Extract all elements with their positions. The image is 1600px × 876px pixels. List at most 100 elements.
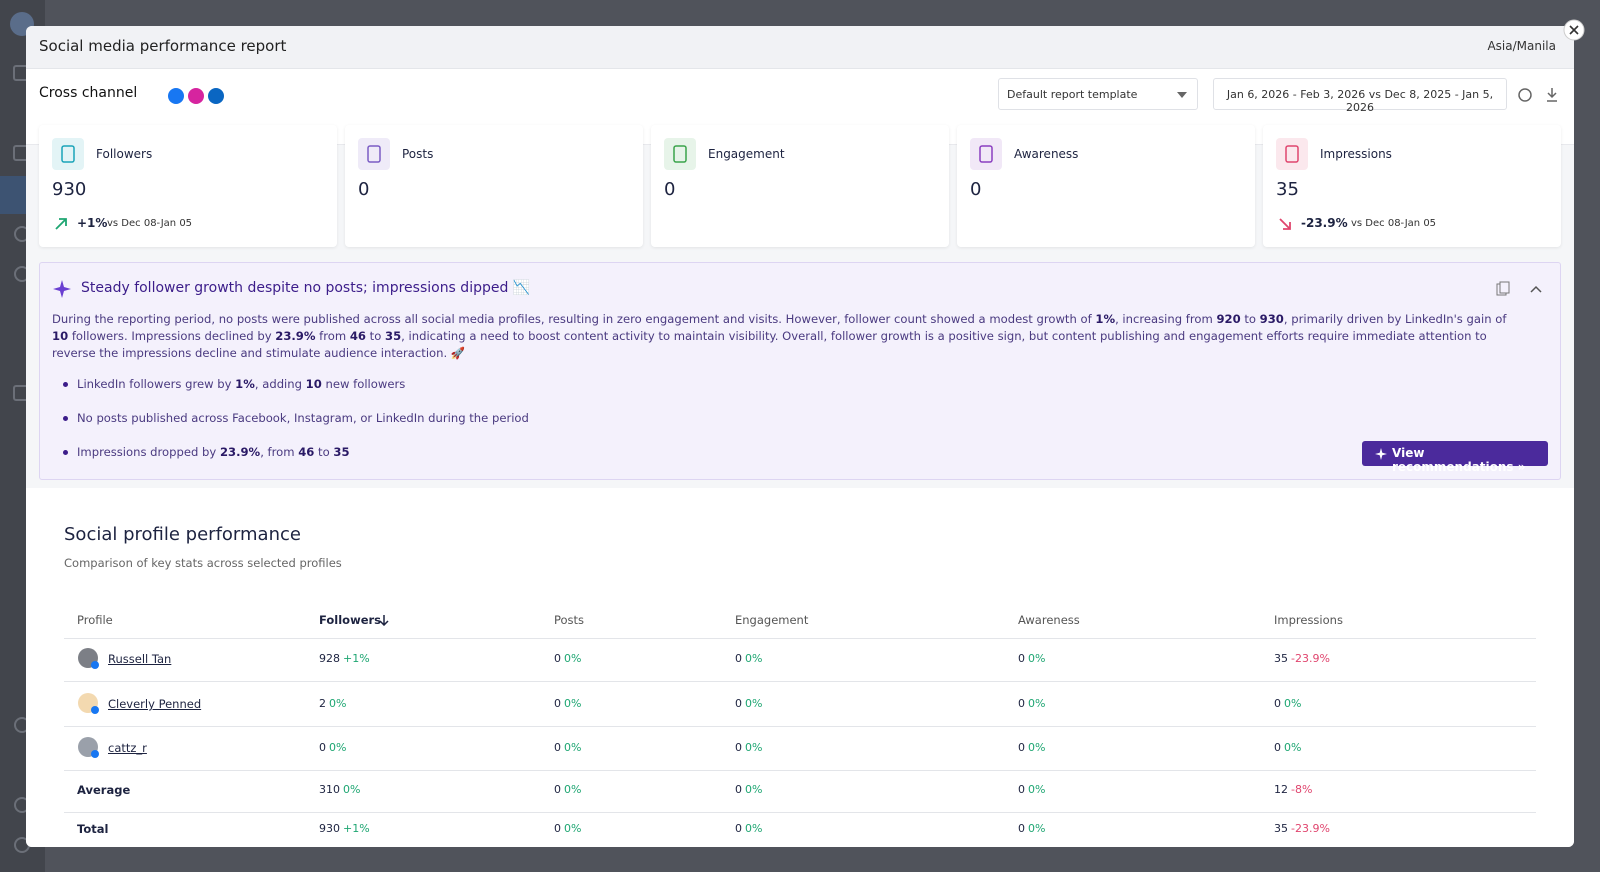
- report-title: Social media performance report: [39, 37, 287, 55]
- cell-value: 0: [554, 783, 561, 796]
- icon-shape: [673, 145, 687, 163]
- metric-value: 35: [1276, 179, 1299, 200]
- channel-select[interactable]: Cross channel: [39, 85, 138, 101]
- date-range[interactable]: Jan 6, 2026 - Feb 3, 2026 vs Dec 8, 2025…: [1213, 78, 1507, 114]
- icon-shape: [52, 138, 84, 170]
- icon-shape: [358, 138, 390, 170]
- ai-summary: Steady follower growth despite no posts;…: [39, 262, 1561, 480]
- metric-icon: [52, 138, 84, 170]
- bold-text: 35: [385, 329, 402, 343]
- cell-value: 0: [1018, 741, 1025, 754]
- table-cell: 2 0%: [319, 697, 346, 710]
- row-rule: [64, 812, 1536, 813]
- cell-value: 35: [1274, 822, 1288, 835]
- cell-change: 0%: [329, 741, 347, 754]
- cell-value: 0: [735, 697, 742, 710]
- bold-text: 35: [333, 445, 350, 459]
- metric-value: 930: [52, 179, 87, 200]
- cell-value: 0: [1018, 697, 1025, 710]
- metric-label: Posts: [402, 147, 434, 161]
- table-cell: 0 0%: [554, 822, 581, 835]
- cell-change: 0%: [745, 741, 763, 754]
- cell-change: 0%: [1028, 652, 1046, 665]
- bold-text: 1%: [235, 377, 255, 391]
- cell-change: 0%: [745, 697, 763, 710]
- cell-value: 0: [1018, 783, 1025, 796]
- summary-bullet: No posts published across Facebook, Inst…: [63, 411, 529, 425]
- summary-actions[interactable]: [1495, 281, 1549, 297]
- cell-change: 0%: [745, 822, 763, 835]
- icon-shape: [91, 706, 99, 714]
- bold-text: 23.9%: [219, 445, 261, 459]
- metric-card: Followers 930 +1% vs Dec 08-Jan 05: [39, 125, 337, 247]
- text: from: [315, 329, 350, 343]
- profile-link[interactable]: cattz_r: [108, 741, 147, 755]
- profile-link[interactable]: Russell Tan: [108, 652, 172, 666]
- metric-icon: [970, 138, 1002, 170]
- bold-text: 10: [52, 329, 69, 343]
- cell-value: 928: [319, 652, 340, 665]
- icon-shape: [91, 750, 99, 758]
- icon-shape: [1276, 138, 1308, 170]
- text: , from: [260, 445, 299, 459]
- bold-text: 46: [298, 445, 315, 459]
- table-title: Social profile performance: [64, 524, 301, 545]
- column-header[interactable]: Impressions: [1274, 613, 1343, 627]
- icon-shape: [979, 145, 993, 163]
- metric-label: Impressions: [1320, 147, 1392, 161]
- metric-comparison: vs Dec 08-Jan 05: [1351, 218, 1437, 229]
- icon-shape: [61, 145, 75, 163]
- table-section: Social profile performance Comparison of …: [26, 488, 1574, 847]
- table-cell: 0 0%: [1018, 741, 1045, 754]
- profile-link[interactable]: Cleverly Penned: [108, 697, 202, 711]
- report-modal: Social media performance report Asia/Mani…: [26, 26, 1574, 847]
- cell-change: 0%: [564, 741, 582, 754]
- close-button[interactable]: [1563, 19, 1585, 41]
- cell-value: 12: [1274, 783, 1288, 796]
- button-label: View recommendations »: [1392, 446, 1526, 474]
- icon-shape: [367, 145, 381, 163]
- cell-change: 0%: [1028, 822, 1046, 835]
- icon-shape: [1375, 448, 1387, 460]
- header-rule: [64, 638, 1536, 639]
- metric-change: -23.9%: [1301, 216, 1348, 230]
- column-header[interactable]: Followers: [319, 613, 382, 627]
- table-cell: 0 0%: [1274, 697, 1301, 710]
- bold-text: 920: [1216, 312, 1241, 326]
- sparkle-icon: [1375, 448, 1387, 460]
- cell-change: 0%: [745, 783, 763, 796]
- table-cell: 0 0%: [735, 652, 762, 665]
- column-header[interactable]: Posts: [554, 613, 585, 627]
- bullet-dot: [63, 450, 68, 455]
- text: new followers: [321, 377, 406, 391]
- cell-change: -23.9%: [1291, 822, 1330, 835]
- table-cell: 0 0%: [1018, 822, 1045, 835]
- view-recommendations-button[interactable]: View recommendations »: [1362, 441, 1548, 474]
- text: LinkedIn followers grew by: [77, 377, 236, 391]
- column-header: Profile: [77, 613, 113, 627]
- action-icons[interactable]: [1516, 85, 1566, 105]
- dropdown-caret: [1177, 92, 1187, 98]
- column-header[interactable]: Engagement: [735, 613, 809, 627]
- text: , primarily driven by LinkedIn's gain of: [1283, 312, 1507, 326]
- summary-paragraph: During the reporting period, no posts we…: [52, 311, 1512, 362]
- table-cell: 0 0%: [319, 741, 346, 754]
- modal-header: Social media performance report Asia/Mani…: [26, 26, 1574, 69]
- table-cell: 0 0%: [735, 741, 762, 754]
- metric-value: 0: [970, 179, 982, 200]
- channel-icons: [168, 88, 224, 104]
- metric-comparison: vs Dec 08-Jan 05: [107, 218, 193, 229]
- cell-change: 0%: [1284, 697, 1302, 710]
- metric-label: Awareness: [1014, 147, 1079, 161]
- template-select[interactable]: Default report template: [998, 78, 1198, 110]
- table-cell: 930 +1%: [319, 822, 370, 835]
- column-header[interactable]: Awareness: [1018, 613, 1080, 627]
- cell-value: 0: [735, 652, 742, 665]
- bold-text: 10: [305, 377, 322, 391]
- cell-value: 0: [1274, 741, 1281, 754]
- sort-arrow[interactable]: [379, 614, 389, 626]
- profile-avatar: [78, 648, 99, 669]
- table-cell: 0 0%: [1018, 783, 1045, 796]
- cell-value: 0: [1018, 652, 1025, 665]
- cell-change: 0%: [564, 822, 582, 835]
